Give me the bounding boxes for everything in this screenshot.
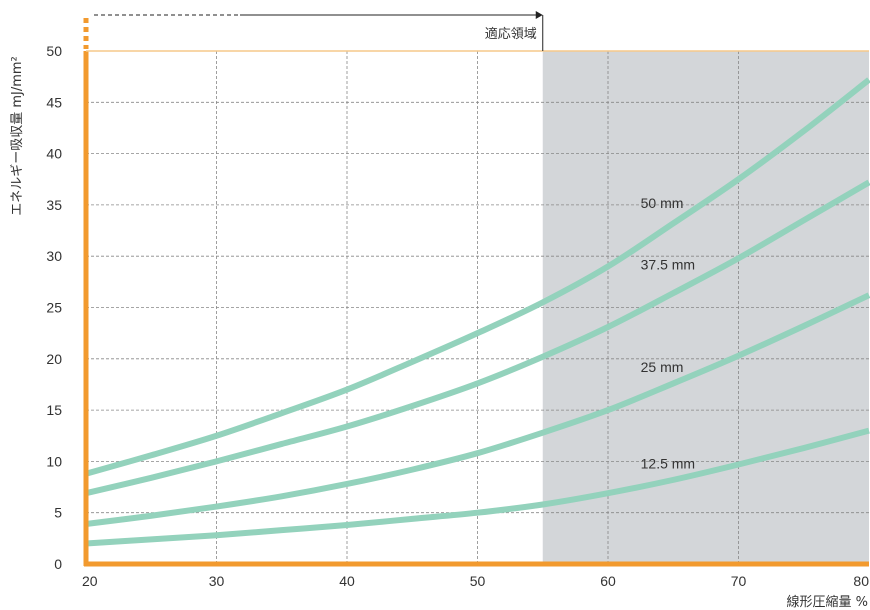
y-tick-label: 40 [46, 146, 62, 162]
y-tick-label: 50 [46, 43, 62, 59]
x-axis-title: 線形圧縮量 % [787, 594, 869, 610]
series-line [85, 292, 870, 527]
x-tick-label: 20 [82, 573, 98, 589]
series-label: 50 mm [641, 195, 684, 211]
y-tick-label: 20 [46, 351, 62, 367]
x-tick-label: 60 [600, 573, 616, 589]
x-tick-label: 70 [731, 573, 747, 589]
series-label: 12.5 mm [641, 455, 695, 471]
series-label: 25 mm [641, 359, 684, 375]
y-tick-label: 25 [46, 300, 62, 316]
y-tick-label: 0 [54, 556, 62, 572]
region-arrowhead [535, 11, 543, 19]
y-tick-label: 5 [54, 505, 62, 521]
x-tick-label: 80 [853, 573, 869, 589]
y-tick-label: 35 [46, 197, 62, 213]
series-line [85, 77, 870, 477]
y-tick-label: 10 [46, 453, 62, 469]
series-lines [85, 77, 870, 547]
grid [86, 51, 869, 564]
tick-labels: 0 5 10 15 20 25 30 35 40 45 50 20 30 40 50 60 70 80 [46, 43, 869, 589]
y-tick-label: 15 [46, 402, 62, 418]
y-tick-label: 45 [46, 94, 62, 110]
axes [83, 18, 869, 567]
applicable-region-indicator: 適応領域 [94, 11, 544, 51]
x-tick-label: 30 [209, 573, 225, 589]
x-tick-label: 50 [470, 573, 486, 589]
series-line [85, 427, 870, 547]
region-label: 適応領域 [485, 26, 537, 42]
y-tick-label: 30 [46, 248, 62, 264]
series-label: 37.5 mm [641, 256, 695, 272]
series-labels: 50 mm 37.5 mm 25 mm 12.5 mm [641, 195, 695, 472]
x-tick-label: 40 [339, 573, 355, 589]
series-line [85, 179, 870, 497]
y-axis-title: エネルギー吸収量 mJ/mm² [10, 56, 25, 216]
